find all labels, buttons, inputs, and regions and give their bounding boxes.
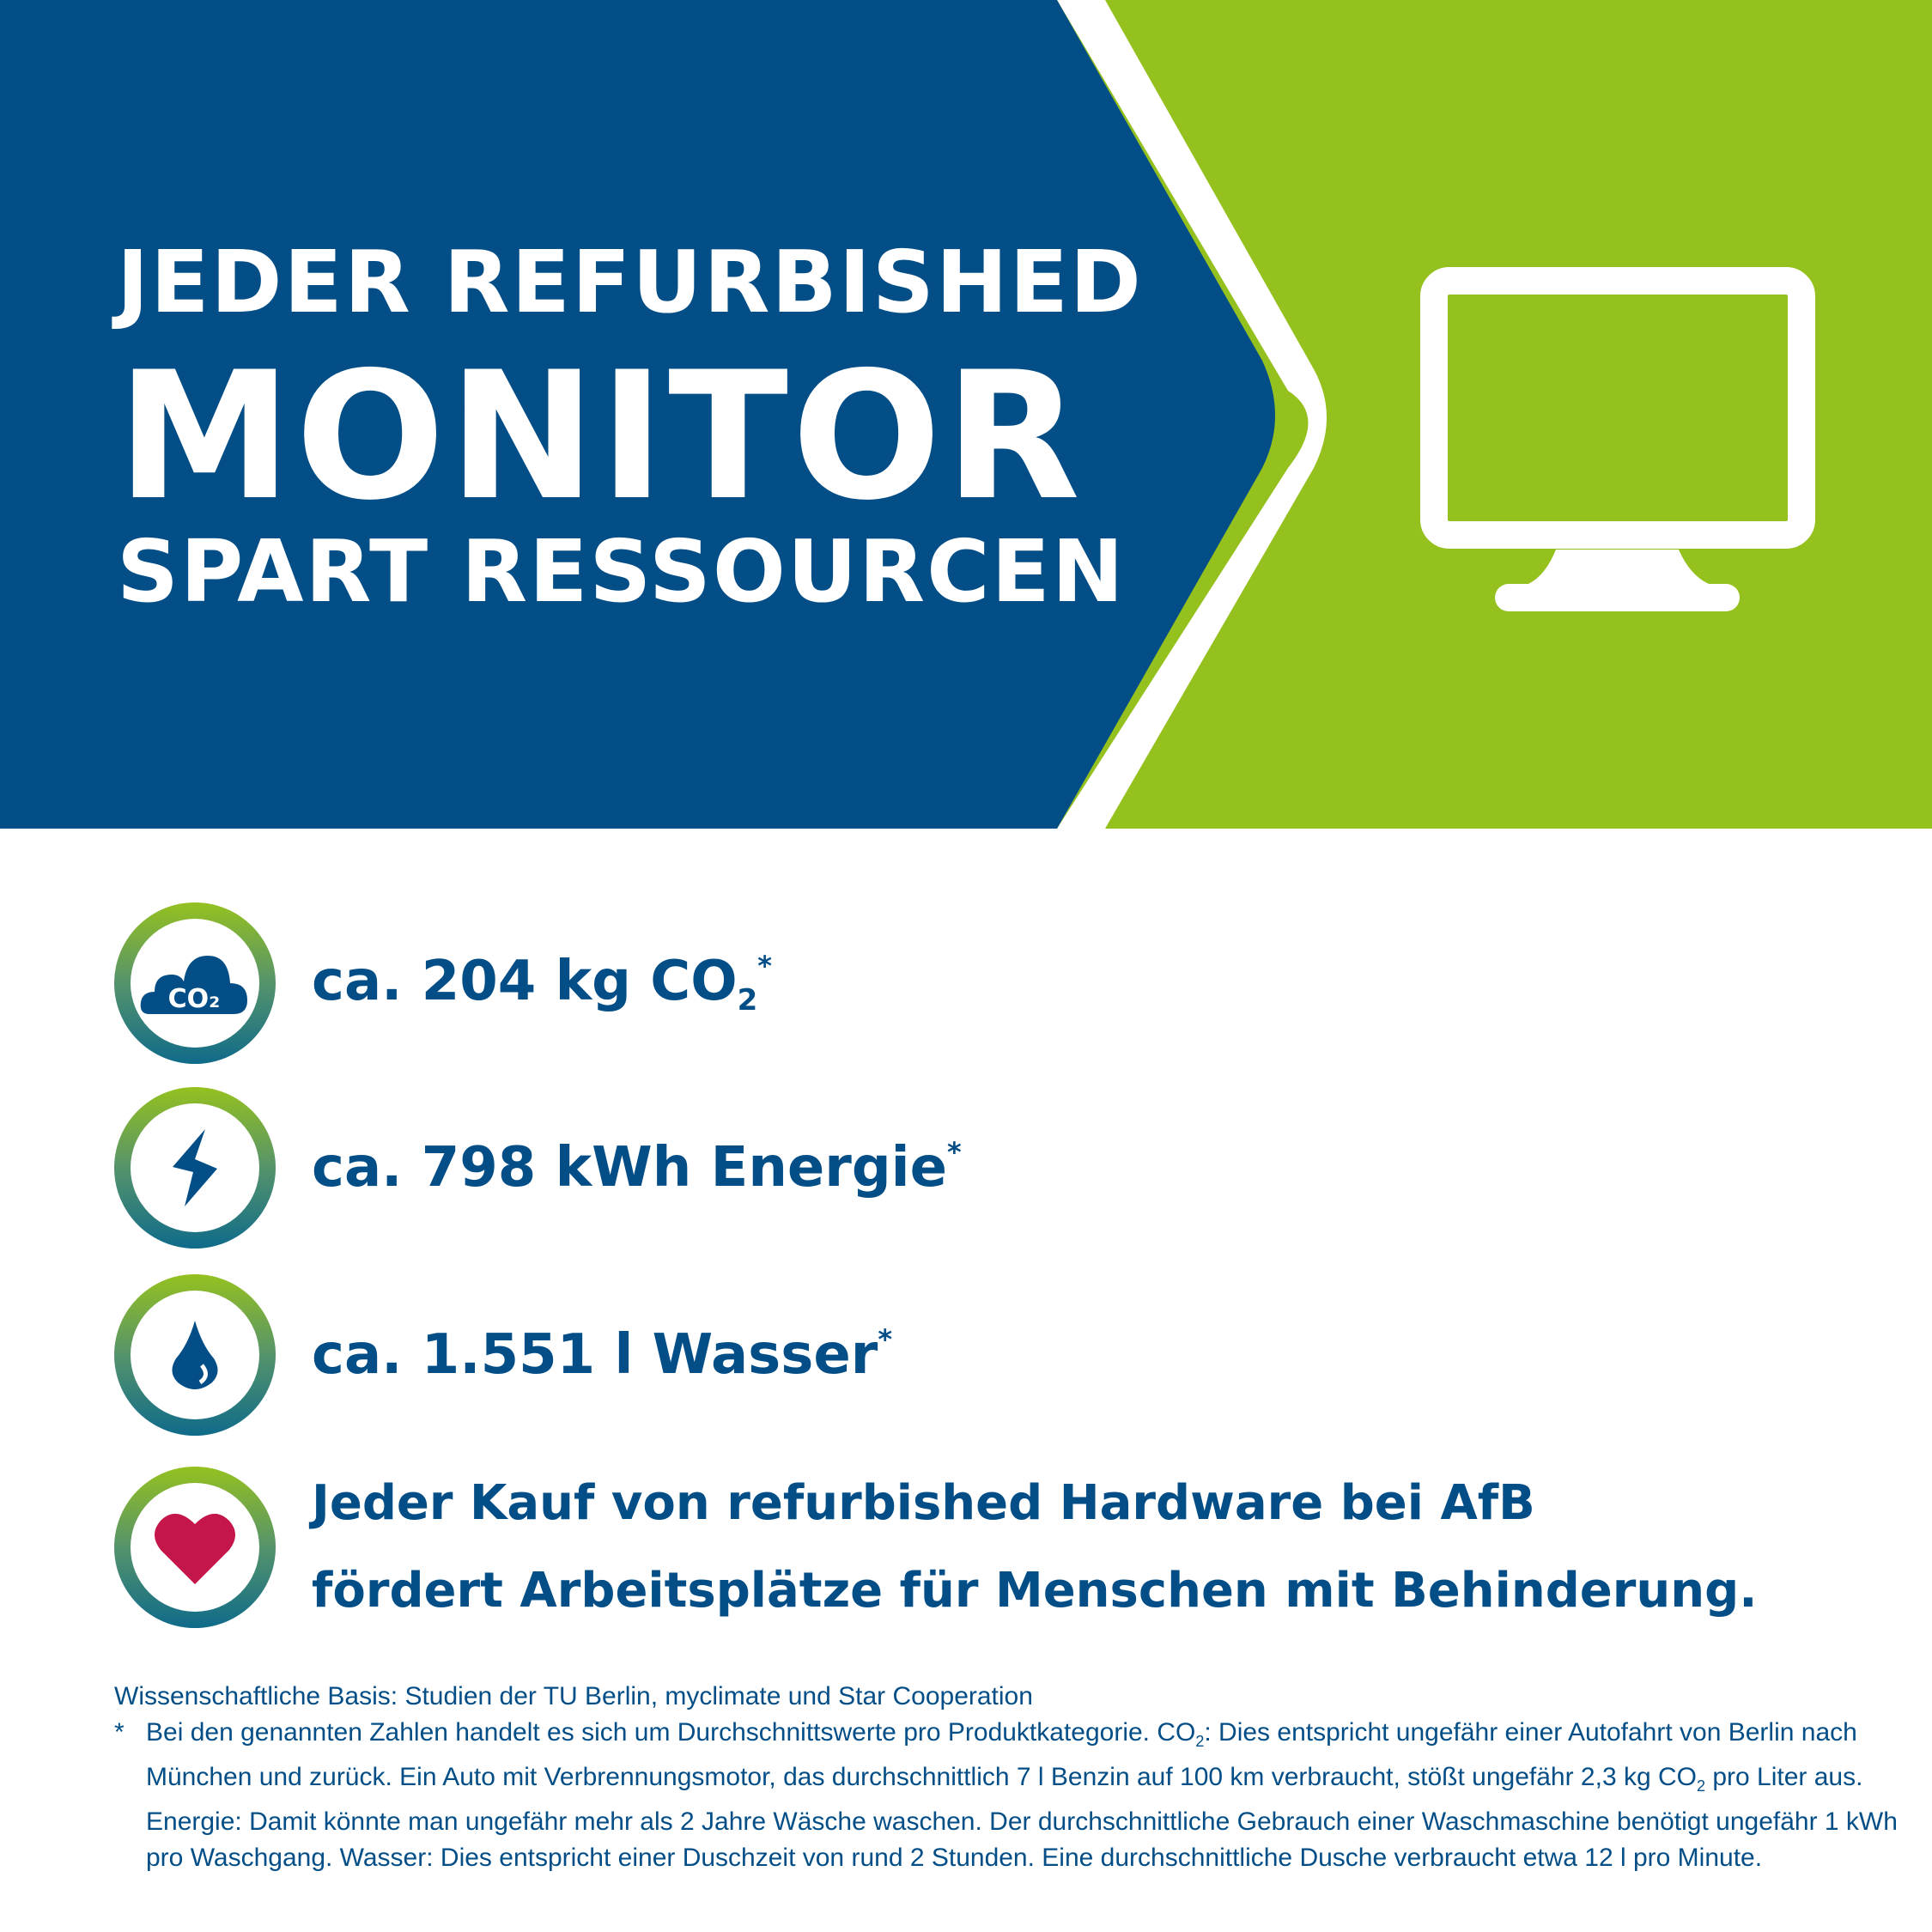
headline-line-3: SPART RESSOURCEN xyxy=(117,521,1126,622)
co2-savings: ca. 204 kg CO2* xyxy=(312,949,773,1018)
scientific-basis: Wissenschaftliche Basis: Studien der TU … xyxy=(114,1682,1033,1710)
lightning-icon xyxy=(173,1129,217,1206)
social-impact-text: Jeder Kauf von refurbished Hardware bei … xyxy=(312,1475,1758,1619)
footnotes: Wissenschaftliche Basis: Studien der TU … xyxy=(114,1679,1900,1876)
monitor-icon xyxy=(1420,267,1815,611)
stat-water: ca. 1.551 l Wasser* xyxy=(114,1274,892,1436)
stat-social: Jeder Kauf von refurbished Hardware bei … xyxy=(114,1460,1757,1635)
footnote: * Bei den genannten Zahlen handelt es si… xyxy=(114,1718,1898,1872)
svg-text:CO₂: CO₂ xyxy=(168,984,221,1014)
blue-chevron xyxy=(0,0,1275,829)
co2-cloud-icon: CO₂ xyxy=(140,956,247,1014)
stat-energy: ca. 798 kWh Energie* xyxy=(114,1087,962,1249)
heart-icon xyxy=(155,1513,235,1584)
water-drop-icon xyxy=(172,1321,218,1389)
header-banner xyxy=(0,0,1932,829)
headline-line-1: JEDER REFURBISHED xyxy=(117,232,1143,332)
energy-savings: ca. 798 kWh Energie* xyxy=(312,1136,962,1200)
white-separator xyxy=(1057,0,1327,829)
stat-co2: CO₂ ca. 204 kg CO2* xyxy=(114,902,772,1064)
water-savings: ca. 1.551 l Wasser* xyxy=(312,1323,893,1387)
headline-product: MONITOR xyxy=(117,335,1084,539)
